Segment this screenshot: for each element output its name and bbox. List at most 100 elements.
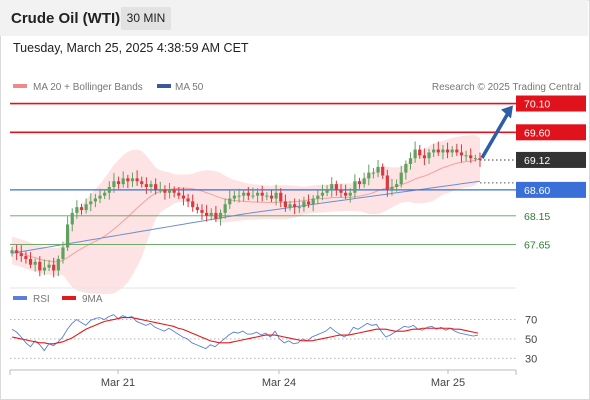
candle-body: [344, 192, 348, 196]
candle-body: [459, 152, 464, 156]
candle-body: [422, 155, 426, 159]
interval-selector[interactable]: 30 MIN: [121, 7, 171, 30]
candle-body: [167, 189, 172, 193]
legend-label-rsi: RSI: [33, 294, 50, 305]
candle-body: [376, 166, 380, 173]
candle-body: [418, 149, 422, 156]
x-tick-label: Mar 25: [431, 377, 465, 389]
candle-body: [371, 172, 376, 174]
candle-body: [47, 264, 51, 268]
candle-body: [362, 178, 366, 185]
candle-body: [112, 181, 116, 187]
candle-body: [15, 250, 19, 254]
candle-body: [232, 195, 237, 199]
support-tag-0: [516, 181, 586, 198]
candle-body: [24, 256, 28, 259]
candle-body: [399, 172, 403, 185]
ma50-line: [11, 180, 481, 254]
candle-body: [325, 189, 329, 193]
candle-body: [38, 261, 42, 271]
candle-body: [130, 178, 135, 182]
rsi-tick-30: 30: [525, 353, 537, 365]
candle-body: [320, 192, 325, 196]
candle-body: [66, 224, 70, 248]
candle-body: [19, 253, 23, 257]
candle-body: [450, 149, 454, 153]
candle-body: [306, 201, 311, 205]
candle-body: [283, 201, 287, 208]
candle-body: [297, 207, 301, 209]
candle-body: [367, 172, 371, 179]
projection-arrow-shaft: [480, 110, 511, 159]
candle-body: [413, 149, 417, 159]
candle-body: [154, 184, 158, 190]
candle-body: [10, 250, 14, 254]
timestamp: Tuesday, March 25, 2025 4:38:59 AM CET: [13, 41, 249, 55]
candle-body: [237, 195, 241, 197]
candle-body: [163, 189, 167, 193]
candle-body: [33, 261, 37, 265]
candle-body: [172, 189, 176, 193]
candle-body: [177, 192, 181, 196]
candle-body: [408, 158, 413, 164]
candle-body: [288, 204, 292, 208]
candle-body: [52, 264, 56, 271]
candle-body: [427, 152, 431, 159]
legend-label-9ma: 9MA: [82, 294, 103, 305]
candle-body: [93, 198, 98, 202]
candle-body: [385, 175, 389, 190]
candle-body: [246, 192, 250, 196]
candle-body: [381, 166, 385, 176]
rsi-tick-70: 70: [525, 315, 537, 327]
candle-body: [42, 267, 47, 271]
candle-body: [274, 192, 278, 199]
candle-body: [228, 198, 232, 205]
support-label-2: 67.65: [524, 240, 550, 252]
candle-body: [293, 204, 297, 208]
candle-body: [353, 181, 357, 193]
legend-swatch-ma50: [157, 84, 171, 88]
rsi-ma-line: [11, 317, 479, 345]
candle-body: [116, 181, 121, 185]
ma20-line: [11, 158, 481, 263]
candle-body: [200, 210, 204, 213]
candle-body: [186, 198, 190, 202]
candle-body: [107, 187, 111, 193]
resistance-tag-0: [516, 95, 586, 112]
candle-body: [251, 195, 255, 197]
candle-body: [195, 207, 199, 211]
candle-body: [464, 155, 468, 157]
candle-body: [140, 181, 144, 185]
candle-body: [334, 184, 338, 190]
candle-body: [79, 207, 84, 211]
candle-body: [89, 201, 93, 205]
resistance-label-0: 70.10: [524, 99, 550, 111]
candle-body: [348, 192, 352, 196]
candle-body: [181, 195, 186, 199]
credit-text: Research © 2025 Trading Central: [432, 82, 581, 93]
candle-body: [255, 192, 260, 196]
chart-header: Crude Oil (WTI) 30 MIN: [0, 0, 588, 36]
candle-body: [441, 149, 445, 153]
candle-body: [473, 158, 477, 160]
rsi-tick-50: 50: [525, 334, 537, 346]
candle-body: [455, 149, 459, 153]
candle-body: [316, 195, 320, 199]
current-price-label: 69.12: [524, 155, 550, 167]
candle-body: [84, 204, 88, 211]
candle-body: [28, 258, 33, 265]
x-tick-label: Mar 24: [262, 377, 296, 389]
current-price-tag: [516, 151, 586, 168]
projection-arrow-head: [501, 105, 513, 119]
candle-body: [469, 155, 473, 159]
candle-body: [103, 192, 107, 196]
candle-body: [390, 187, 394, 190]
candle-body: [445, 149, 450, 153]
candle-body: [404, 163, 408, 173]
candle-body: [394, 184, 399, 187]
candle-body: [121, 178, 125, 185]
resistance-label-1: 69.60: [524, 127, 550, 139]
x-tick-label: Mar 21: [101, 377, 135, 389]
legend-swatch-ma20: [13, 84, 27, 88]
